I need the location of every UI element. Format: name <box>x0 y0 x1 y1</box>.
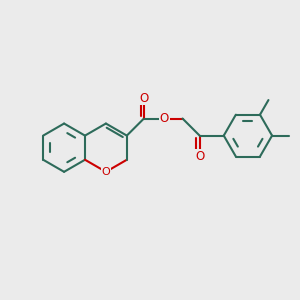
Text: O: O <box>101 167 110 177</box>
Text: O: O <box>195 150 204 163</box>
Text: O: O <box>139 92 148 104</box>
Text: O: O <box>160 112 169 125</box>
